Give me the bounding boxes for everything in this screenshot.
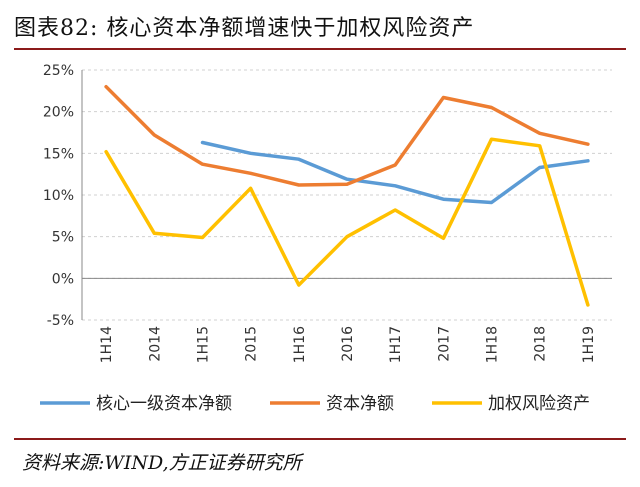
x-tick-label: 1H19 [581,326,597,363]
legend-label: 资本净额 [326,394,394,414]
x-tick-label: 2015 [244,326,260,362]
y-tick-label: -5% [47,313,74,329]
x-tick-label: 1H18 [485,326,501,363]
x-tick-label: 2017 [436,326,452,362]
series-line [200,140,590,205]
x-tick-label: 1H16 [292,326,308,363]
y-tick-label: 0% [52,271,74,287]
chart-title: 图表82: 核心资本净额增速快于加权风险资产 [14,16,475,41]
x-tick-label: 2016 [340,326,356,362]
series-line [104,137,590,307]
y-tick-label: 25% [43,63,74,79]
x-tick-label: 1H15 [195,326,211,363]
x-tick-label: 1H17 [388,326,404,363]
y-tick-label: 5% [52,230,74,246]
y-tick-label: 20% [43,105,74,121]
source-note: 资料来源:WIND,方正证券研究所 [22,452,302,474]
legend-label: 核心一级资本净额 [96,394,232,414]
y-tick-label: 15% [43,146,74,162]
title-divider [14,48,626,50]
x-tick-label: 2018 [533,326,549,362]
series-line [104,84,590,187]
x-tick-label: 1H14 [99,326,115,363]
line-chart: -5% 0% 5% 10% 15% 20% 25% 1H14 2014 1H15 2015 1H16 2… [40,63,612,414]
x-tick-label: 2014 [147,326,163,362]
y-tick-label: 10% [43,188,74,204]
legend-label: 加权风险资产 [488,394,590,414]
footer-divider [14,438,626,440]
